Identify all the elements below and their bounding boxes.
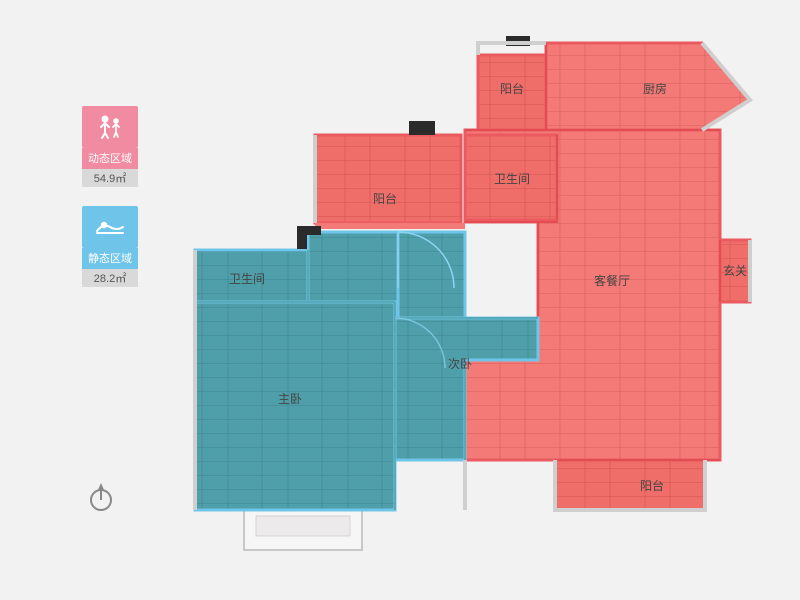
room-static-corridor — [308, 232, 398, 302]
label-bathroom-left: 卫生间 — [229, 272, 265, 286]
label-top-balcony: 阳台 — [500, 81, 524, 96]
room-mid-balcony — [315, 135, 461, 223]
label-bottom-balcony: 阳台 — [640, 478, 664, 493]
floorplan: 厨房 阳台 客餐厅 玄关 卫生间 阳台 阳台 次卧 主卧 卫生间 — [0, 0, 800, 600]
exterior-shell — [244, 510, 362, 550]
label-mid-balcony: 阳台 — [373, 191, 397, 206]
label-master-bedroom: 主卧 — [278, 392, 302, 406]
room-dyn-sliver — [315, 223, 465, 229]
label-bathroom-right: 卫生间 — [494, 172, 530, 186]
room-bottom-balcony — [555, 460, 705, 510]
label-kitchen: 厨房 — [643, 81, 667, 96]
room-static-door-block — [398, 232, 465, 318]
label-second-bedroom: 次卧 — [448, 357, 472, 371]
label-entrance: 玄关 — [723, 263, 747, 278]
label-living: 客餐厅 — [594, 273, 630, 288]
